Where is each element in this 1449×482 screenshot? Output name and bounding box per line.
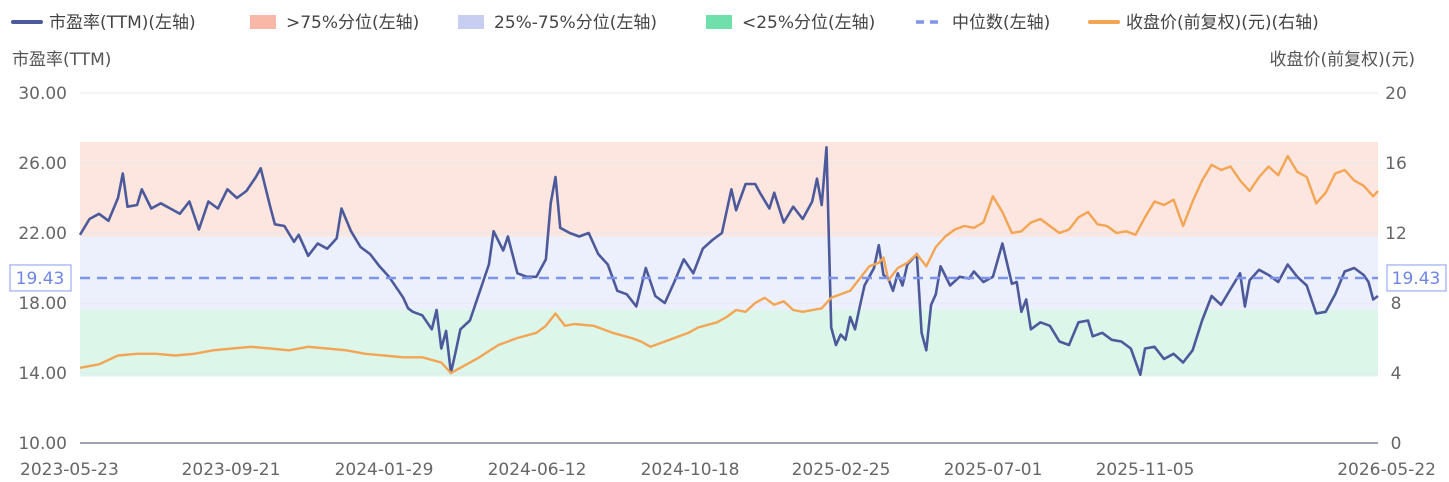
left-tick-label: 10.00 bbox=[18, 434, 67, 454]
band-2 bbox=[80, 310, 1378, 377]
legend-swatch bbox=[458, 15, 484, 29]
median-value: 19.43 bbox=[16, 269, 65, 289]
legend-label: 市盈率(TTM)(左轴) bbox=[49, 13, 196, 33]
legend-swatch bbox=[706, 15, 732, 29]
median-label-box bbox=[1386, 264, 1447, 292]
legend-label: >75%分位(左轴) bbox=[286, 13, 419, 33]
legend-label: 收盘价(前复权)(元)(右轴) bbox=[1126, 13, 1319, 33]
left-tick-label: 26.00 bbox=[18, 154, 67, 174]
right-tick-label: 4 bbox=[1391, 364, 1402, 384]
legend-item-pe: 市盈率(TTM)(左轴) bbox=[11, 13, 196, 33]
right-tick-label: 0 bbox=[1391, 434, 1402, 454]
legend-swatch bbox=[250, 15, 276, 29]
legend-item-low: <25%分位(左轴) bbox=[706, 13, 875, 33]
median-label-box bbox=[9, 264, 72, 292]
legend-label: 中位数(左轴) bbox=[952, 13, 1050, 33]
pe-series-line bbox=[78, 146, 1379, 377]
x-tick-label: 2024-01-29 bbox=[335, 460, 434, 480]
right-tick-label: 12 bbox=[1385, 224, 1407, 244]
left-tick-label: 30.00 bbox=[18, 84, 67, 104]
price-series-line bbox=[79, 154, 1379, 375]
legend-item-median: 中位数(左轴) bbox=[916, 13, 1050, 33]
median-label-right: 19.43 bbox=[1386, 264, 1447, 292]
legend-label: <25%分位(左轴) bbox=[742, 13, 875, 33]
right-tick-label: 8 bbox=[1391, 294, 1402, 314]
left-tick-label: 14.00 bbox=[18, 364, 67, 384]
median-value: 19.43 bbox=[1392, 269, 1441, 289]
legend-label: 25%-75%分位(左轴) bbox=[494, 13, 657, 33]
x-tick-label: 2025-07-01 bbox=[944, 460, 1043, 480]
legend-item-high: >75%分位(左轴) bbox=[250, 13, 419, 33]
legend-item-price: 收盘价(前复权)(元)(右轴) bbox=[1088, 13, 1319, 33]
x-tick-label: 2024-06-12 bbox=[488, 460, 587, 480]
x-tick-label: 2026-05-22 bbox=[1337, 460, 1436, 480]
right-axis-title: 收盘价(前复权)(元) bbox=[1269, 50, 1415, 70]
x-tick-label: 2025-02-25 bbox=[792, 460, 891, 480]
left-tick-label: 18.00 bbox=[18, 294, 67, 314]
x-tick-label: 2024-10-18 bbox=[641, 460, 740, 480]
median-label-left: 19.43 bbox=[9, 264, 72, 292]
x-tick-label: 2023-09-21 bbox=[182, 460, 281, 480]
right-tick-label: 20 bbox=[1385, 84, 1407, 104]
band-1 bbox=[80, 236, 1378, 310]
right-tick-label: 16 bbox=[1385, 154, 1407, 174]
left-tick-label: 22.00 bbox=[18, 224, 67, 244]
x-tick-label: 2025-11-05 bbox=[1096, 460, 1195, 480]
band-0 bbox=[80, 142, 1378, 237]
legend-item-mid: 25%-75%分位(左轴) bbox=[458, 13, 657, 33]
left-axis-title: 市盈率(TTM) bbox=[12, 50, 111, 70]
x-tick-label: 2023-05-23 bbox=[20, 460, 119, 480]
